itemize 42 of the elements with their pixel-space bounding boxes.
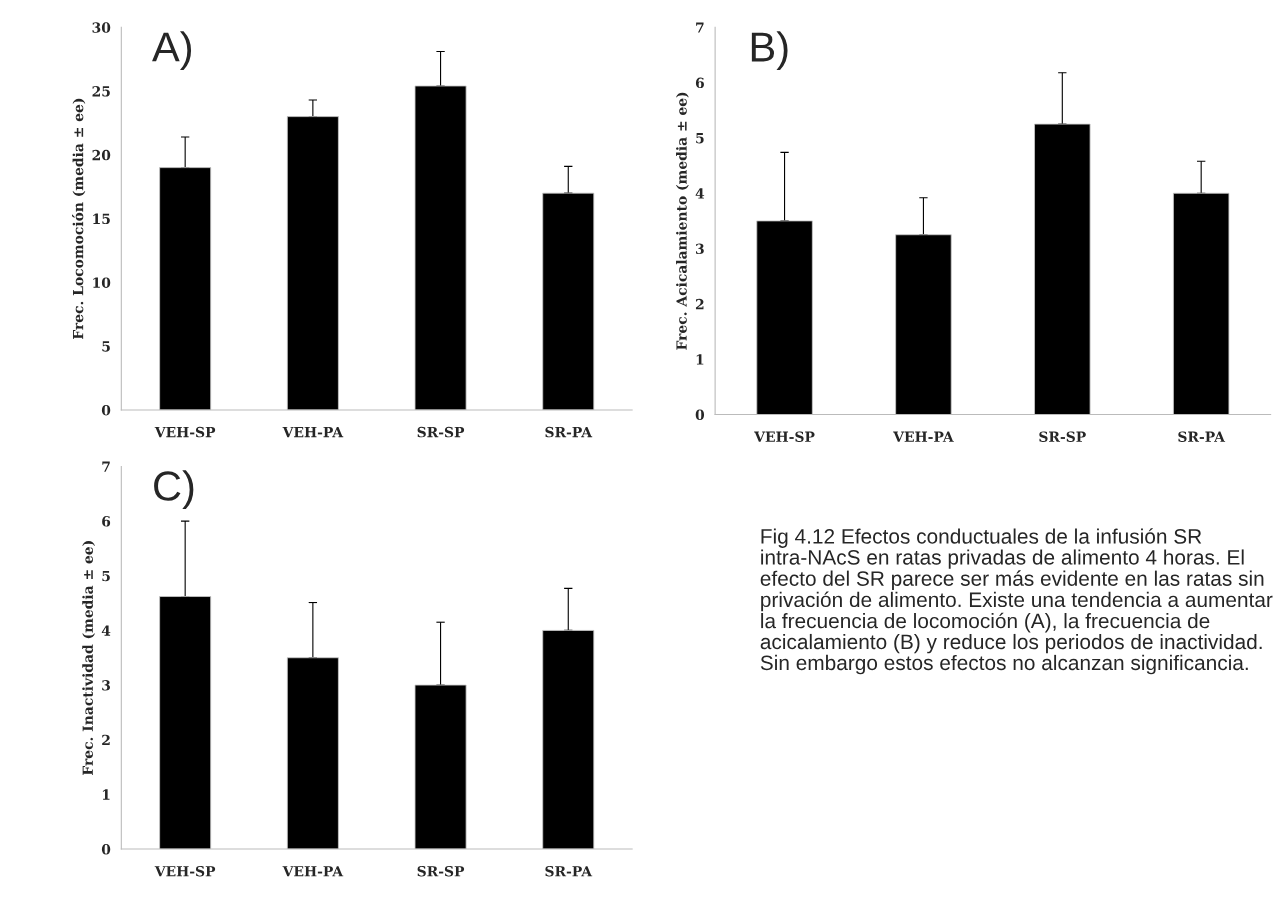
x-tick-label: SR-PA xyxy=(1178,431,1226,442)
chart-title: C) xyxy=(154,470,194,510)
x-tick-label: VEH-PA xyxy=(282,427,344,438)
y-tick-label: 5 xyxy=(696,133,704,144)
caption: Fig 4.12 Efectos conductuales de la infusión SR intra-NAcS en ratas privadas de alimento 4 horas. El efecto del SR parece ser más evidente en las ratas sin privación de alimento. Existe una tendencia a aumentar la frecuencia de locomoción (A), la frecuencia de acicalamiento (B) y reduce los periodos de inactividad. Sin embargo estos efectos no alcanzan significancia. xyxy=(760,528,1273,675)
x-tick-label: SR-SP xyxy=(417,426,465,438)
y-tick-label: 0 xyxy=(101,404,111,416)
y-tick-label: 1 xyxy=(696,354,704,365)
x-tick-label: VEH-SP xyxy=(154,865,216,877)
y-tick-label: 15 xyxy=(93,213,110,225)
y-tick-label: 6 xyxy=(102,516,111,527)
y-tick-label: 2 xyxy=(102,734,110,746)
y-tick-label: 7 xyxy=(102,461,110,472)
y-tick-label: 4 xyxy=(101,625,111,636)
x-tick-label: SR-PA xyxy=(545,865,593,877)
x-tick-label: VEH-SP xyxy=(754,431,815,442)
y-tick-label: 2 xyxy=(695,298,704,310)
y-tick-label: 20 xyxy=(92,149,111,161)
y-tick-label: 5 xyxy=(102,341,110,352)
y-tick-label: 3 xyxy=(102,680,111,691)
y-axis-title: Frec. Inactividad (media ± ee) xyxy=(82,541,95,776)
y-tick-label: 0 xyxy=(101,844,111,855)
y-tick-label: 6 xyxy=(695,77,704,89)
chart-title: A) xyxy=(152,31,192,70)
y-axis-title: Frec. Locomoción (media ± ee) xyxy=(72,98,86,340)
y-axis-title: Frec. Acicalamiento (media ± ee) xyxy=(676,92,689,350)
y-tick-label: 1 xyxy=(102,789,110,800)
y-tick-label: 3 xyxy=(696,243,704,255)
x-tick-label: SR-PA xyxy=(545,426,593,438)
x-tick-label: VEH-SP xyxy=(154,426,216,438)
chart-title: B) xyxy=(751,31,788,71)
y-tick-label: 7 xyxy=(696,22,704,33)
x-tick-label: SR-SP xyxy=(417,865,465,877)
x-tick-label: SR-SP xyxy=(1039,431,1086,442)
y-tick-label: 30 xyxy=(92,22,111,33)
x-tick-label: VEH-PA xyxy=(893,431,954,442)
y-tick-label: 4 xyxy=(695,188,705,199)
y-tick-label: 10 xyxy=(93,277,111,288)
y-tick-label: 5 xyxy=(102,570,110,582)
y-tick-label: 25 xyxy=(92,86,110,97)
y-tick-label: 0 xyxy=(695,409,705,420)
x-tick-label: VEH-PA xyxy=(282,866,344,877)
